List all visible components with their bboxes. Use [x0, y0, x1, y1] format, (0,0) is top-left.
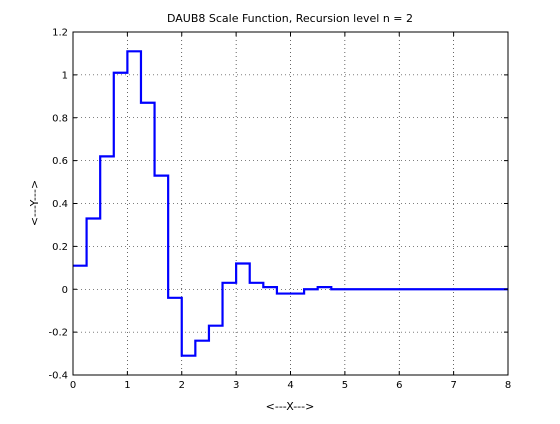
x-tick-label: 3 [233, 380, 239, 391]
ticks: 0 1 2 3 4 5 6 7 8 -0.4 -0.2 0 0.2 0.4 0.6 0.8 1 1.2 [48, 28, 511, 392]
chart-title: DAUB8 Scale Function, Recursion level n … [167, 12, 413, 25]
y-tick-label: 0.2 [52, 242, 68, 253]
y-tick-label: 1.2 [52, 28, 68, 39]
x-tick-label: 1 [124, 380, 130, 391]
grid [73, 32, 508, 375]
y-tick-label: -0.4 [48, 371, 68, 382]
x-tick-label: 4 [287, 380, 293, 391]
y-axis-label: <---Y---> [28, 180, 41, 226]
y-tick-label: 0.4 [52, 199, 68, 210]
series-line [73, 50, 508, 357]
y-tick-label: -0.2 [48, 328, 68, 339]
plot-background [73, 32, 508, 375]
x-tick-label: 0 [70, 380, 76, 391]
x-axis-label: <---X---> [266, 400, 315, 413]
x-tick-label: 5 [342, 380, 348, 391]
x-tick-label: 8 [505, 380, 511, 391]
y-tick-label: 0.6 [52, 156, 68, 167]
x-tick-label: 7 [450, 380, 456, 391]
y-tick-label: 0 [62, 285, 68, 296]
y-tick-label: 0.8 [52, 113, 68, 124]
x-tick-label: 2 [179, 380, 185, 391]
x-tick-label: 6 [396, 380, 402, 391]
series-layer [73, 50, 508, 357]
y-tick-label: 1 [62, 70, 68, 81]
